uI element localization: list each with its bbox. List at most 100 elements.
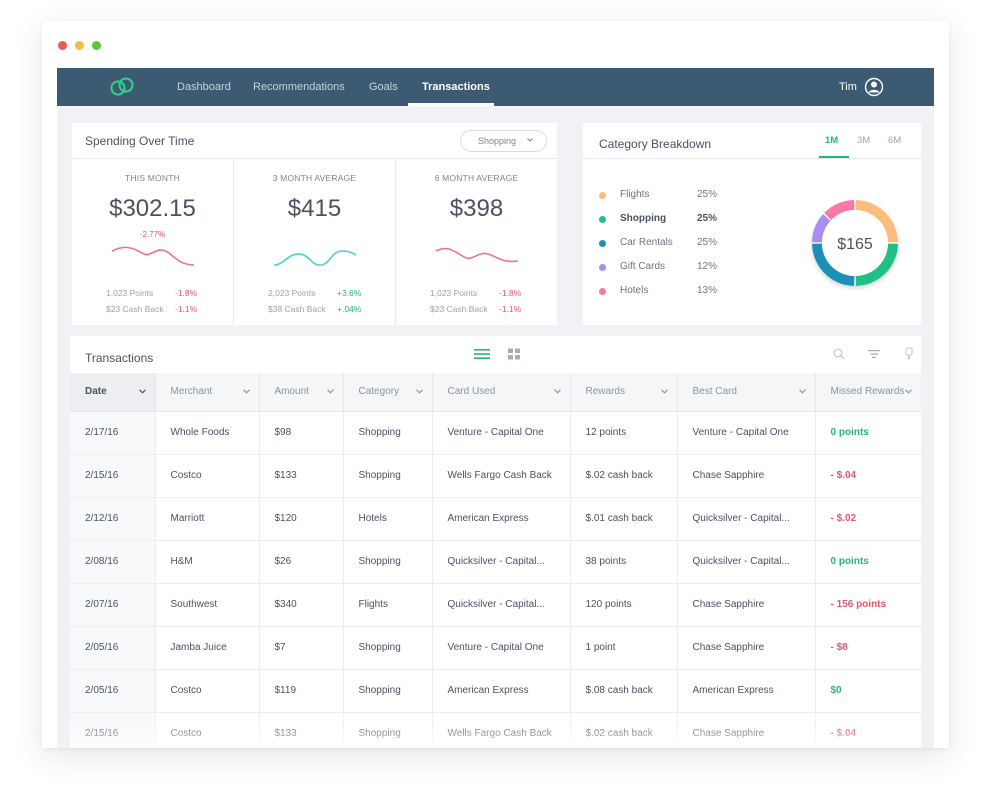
cell-best-card: Quicksilver - Capital... — [677, 497, 816, 541]
close-window-button[interactable] — [58, 41, 67, 50]
column-header-amount[interactable]: Amount — [259, 373, 344, 412]
table-row[interactable]: 2/05/16 Jamba Juice $7 Shopping Venture - Ca… — [70, 626, 921, 670]
legend-label: Shopping — [620, 213, 667, 224]
points-change: +3.6% — [337, 288, 362, 298]
column-header-date[interactable]: Date — [70, 373, 156, 412]
donut-slice-shopping[interactable] — [855, 243, 898, 286]
user-name[interactable]: Tim — [839, 81, 857, 93]
cell-amount: $340 — [259, 583, 344, 627]
table-row[interactable]: 2/12/16 Marriott $120 Hotels American Expres… — [70, 497, 921, 541]
nav-transactions[interactable]: Transactions — [422, 81, 490, 93]
cell-best-card: Venture - Capital One — [677, 411, 816, 455]
chevron-down-icon[interactable] — [138, 389, 146, 394]
nav-goals[interactable]: Goals — [369, 81, 398, 93]
stat-3-month-average: 3 Month Average $415 2,023 Points +3.6% … — [234, 159, 395, 325]
cell-card-used: Venture - Capital One — [432, 411, 571, 455]
cell-category: Flights — [343, 583, 433, 627]
cell-missed-rewards: 0 points — [815, 540, 921, 584]
search-icon[interactable] — [832, 347, 846, 361]
chevron-down-icon[interactable] — [326, 389, 334, 394]
maximize-window-button[interactable] — [92, 41, 101, 50]
table-row[interactable]: 2/15/16 Costco $133 Shopping Wells Fargo Cas… — [70, 712, 921, 748]
legend-label: Flights — [620, 189, 650, 200]
cell-merchant: Costco — [155, 712, 260, 748]
cell-date: 2/15/16 — [70, 454, 156, 498]
cell-card-used: Wells Fargo Cash Back — [432, 454, 571, 498]
stat-label: 3 Month Average — [272, 173, 357, 183]
column-header-category[interactable]: Category — [343, 373, 433, 412]
legend-label: Hotels — [620, 285, 649, 296]
column-header-label: Rewards — [585, 386, 625, 398]
stat-points-row: 1,023 Points -1.8% — [430, 288, 550, 298]
table-row[interactable]: 2/15/16 Costco $133 Shopping Wells Fargo Cas… — [70, 454, 921, 498]
legend-percent: 13% — [697, 285, 718, 296]
transactions-table: Date Merchant Amount Category Card Used Rewar… — [70, 373, 921, 748]
table-row[interactable]: 2/08/16 H&M $26 Shopping Quicksilver - Capit… — [70, 540, 921, 584]
cell-category: Hotels — [343, 497, 433, 541]
grid-view-icon[interactable] — [505, 347, 523, 361]
column-header-label: Card Used — [447, 386, 496, 398]
stat-change: -2.77% — [139, 230, 166, 239]
column-header-rewards[interactable]: Rewards — [570, 373, 678, 412]
nav-recommendations[interactable]: Recommendations — [253, 81, 345, 93]
table-row[interactable]: 2/07/16 Southwest $340 Flights Quicksilver -… — [70, 583, 921, 627]
cell-best-card: Chase Sapphire — [677, 583, 816, 627]
cell-best-card: Chase Sapphire — [677, 712, 816, 748]
filter-icon[interactable] — [867, 347, 881, 361]
cell-missed-rewards: - $.04 — [815, 712, 921, 748]
cell-merchant: Whole Foods — [155, 411, 260, 455]
period-active-indicator — [819, 156, 849, 158]
period-tab-1m[interactable]: 1M — [825, 135, 839, 146]
cell-best-card: American Express — [677, 669, 816, 713]
stat-cashback-row: $38 Cash Back +.04% — [268, 304, 388, 314]
cell-amount: $119 — [259, 669, 344, 713]
list-view-icon[interactable] — [473, 347, 491, 361]
column-header-best-card[interactable]: Best Card — [677, 373, 816, 412]
spending-title: Spending Over Time — [85, 134, 195, 148]
chevron-down-icon[interactable] — [415, 389, 423, 394]
chevron-down-icon[interactable] — [798, 389, 806, 394]
minimize-window-button[interactable] — [75, 41, 84, 50]
app-window: Dashboard Recommendations Goals Transact… — [42, 21, 949, 748]
column-header-missed-rewards[interactable]: Missed Rewards — [815, 373, 921, 412]
donut-slice-hotels[interactable] — [824, 200, 855, 220]
period-tab-6m[interactable]: 6M — [888, 135, 902, 146]
chevron-down-icon[interactable] — [904, 389, 912, 394]
cell-category: Shopping — [343, 411, 433, 455]
column-header-merchant[interactable]: Merchant — [155, 373, 260, 412]
cell-missed-rewards: $0 — [815, 669, 921, 713]
download-icon[interactable] — [902, 347, 916, 361]
donut-slice-gift-cards[interactable] — [812, 214, 831, 243]
chevron-down-icon[interactable] — [242, 389, 250, 394]
chevron-down-icon — [527, 138, 533, 142]
chevron-down-icon[interactable] — [553, 389, 561, 394]
column-header-card-used[interactable]: Card Used — [432, 373, 571, 412]
donut-slice-flights[interactable] — [855, 200, 898, 243]
table-row[interactable]: 2/05/16 Costco $119 Shopping American Expres… — [70, 669, 921, 713]
chevron-down-icon[interactable] — [660, 389, 668, 394]
stat-label: This Month — [125, 173, 180, 183]
cell-card-used: Wells Fargo Cash Back — [432, 712, 571, 748]
nav-dashboard[interactable]: Dashboard — [177, 81, 231, 93]
donut-slice-car-rentals[interactable] — [812, 243, 855, 286]
cashback-change: -1.1% — [499, 304, 522, 314]
column-header-label: Best Card — [692, 386, 737, 398]
cell-merchant: Jamba Juice — [155, 626, 260, 670]
cell-rewards: 12 points — [570, 411, 678, 455]
cell-merchant: Southwest — [155, 583, 260, 627]
cell-amount: $133 — [259, 454, 344, 498]
stat-value: $415 — [287, 195, 342, 222]
points-label: 1,023 Points — [106, 288, 154, 298]
cell-rewards: 120 points — [570, 583, 678, 627]
cell-card-used: Venture - Capital One — [432, 626, 571, 670]
table-header-row: Date Merchant Amount Category Card Used Rewar… — [70, 373, 921, 412]
user-avatar-icon[interactable] — [864, 77, 884, 97]
cashback-label: $38 Cash Back — [268, 304, 326, 314]
cell-amount: $120 — [259, 497, 344, 541]
table-row[interactable]: 2/17/16 Whole Foods $98 Shopping Venture - C… — [70, 411, 921, 455]
points-label: 2,023 Points — [268, 288, 316, 298]
category-filter-dropdown[interactable]: Shopping — [460, 130, 547, 152]
donut-hole — [822, 210, 888, 276]
period-tab-3m[interactable]: 3M — [857, 135, 871, 146]
logo-icon[interactable] — [109, 76, 135, 98]
